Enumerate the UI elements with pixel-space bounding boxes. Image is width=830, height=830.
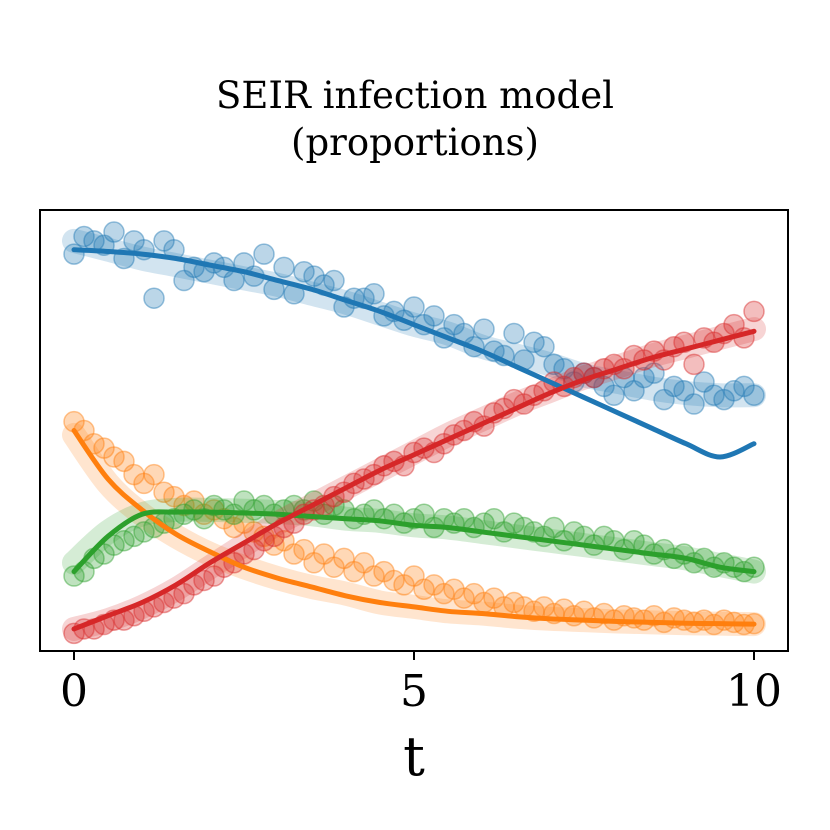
point-i	[123, 525, 145, 548]
point-r	[203, 565, 225, 587]
point-r	[193, 569, 215, 592]
point-e	[453, 587, 475, 609]
point-s	[693, 371, 715, 393]
point-s	[143, 287, 165, 309]
x-tick-label: 5	[400, 666, 428, 717]
point-s	[663, 375, 685, 398]
point-e	[163, 485, 185, 508]
point-s	[323, 269, 345, 292]
point-s	[673, 380, 695, 402]
point-e	[263, 534, 285, 556]
point-e	[283, 543, 305, 565]
fit-line-r	[71, 328, 757, 632]
point-e	[333, 547, 355, 570]
point-e	[413, 578, 435, 601]
point-s	[543, 353, 565, 376]
point-e	[133, 472, 155, 495]
point-s	[533, 335, 555, 358]
point-e	[353, 552, 375, 574]
point-e	[293, 538, 315, 561]
point-s	[103, 221, 125, 243]
point-s	[253, 243, 275, 265]
point-r	[683, 353, 705, 376]
point-e	[483, 587, 505, 609]
point-e	[303, 552, 325, 574]
series-s	[62, 221, 766, 415]
point-s	[73, 225, 95, 248]
point-e	[373, 560, 395, 583]
chart-title-line-2: (proportions)	[291, 121, 539, 164]
point-s	[593, 375, 615, 398]
point-e	[323, 556, 345, 578]
point-r	[743, 300, 765, 323]
fit-line-i	[71, 509, 757, 575]
point-s	[363, 283, 385, 305]
point-s	[423, 305, 445, 327]
point-s	[623, 380, 645, 402]
point-s	[273, 256, 295, 279]
point-e	[153, 481, 175, 503]
point-s	[553, 358, 575, 380]
point-e	[93, 437, 115, 459]
point-i	[483, 507, 505, 530]
point-s	[683, 393, 705, 415]
point-r	[173, 582, 195, 605]
x-tick-label: 0	[60, 666, 88, 717]
point-s	[293, 260, 315, 283]
point-e	[363, 565, 385, 587]
point-e	[423, 574, 445, 596]
point-s	[503, 322, 525, 345]
point-s	[643, 362, 665, 384]
point-s	[653, 388, 675, 411]
point-s	[63, 243, 85, 265]
point-s	[733, 375, 755, 398]
point-e	[503, 591, 525, 614]
point-s	[703, 384, 725, 406]
point-s	[153, 230, 175, 252]
point-e	[223, 516, 245, 539]
point-e	[273, 530, 295, 552]
point-i	[103, 534, 125, 556]
point-s	[713, 388, 735, 411]
x-tick-label: 10	[726, 666, 782, 717]
point-i	[113, 530, 135, 552]
point-i	[543, 516, 565, 539]
point-e	[113, 450, 135, 473]
fit-line-s	[71, 247, 757, 460]
point-e	[123, 463, 145, 486]
point-i	[63, 565, 85, 587]
point-s	[303, 265, 325, 287]
point-e	[103, 446, 125, 468]
point-s	[473, 318, 495, 340]
point-e	[143, 463, 165, 486]
point-e	[343, 560, 365, 583]
point-s	[633, 366, 655, 389]
point-s	[173, 269, 195, 292]
point-s	[603, 384, 625, 406]
point-s	[743, 384, 765, 406]
point-s	[723, 380, 745, 402]
point-s	[523, 331, 545, 354]
x-axis: 0 5 10	[60, 651, 782, 717]
point-i	[503, 512, 525, 534]
point-s	[403, 296, 425, 318]
x-axis-label: t	[403, 725, 425, 788]
plot-area	[62, 221, 766, 645]
point-i	[93, 543, 115, 565]
point-e	[443, 578, 465, 601]
point-i	[743, 556, 765, 578]
point-i	[133, 521, 155, 543]
point-e	[313, 543, 335, 565]
point-e	[383, 569, 405, 592]
point-e	[463, 582, 485, 605]
chart-title-line-1: SEIR infection model	[216, 74, 614, 117]
fit-line-e	[71, 428, 757, 627]
point-e	[393, 574, 415, 596]
point-e	[403, 565, 425, 587]
point-e	[433, 582, 455, 605]
point-s	[443, 313, 465, 336]
